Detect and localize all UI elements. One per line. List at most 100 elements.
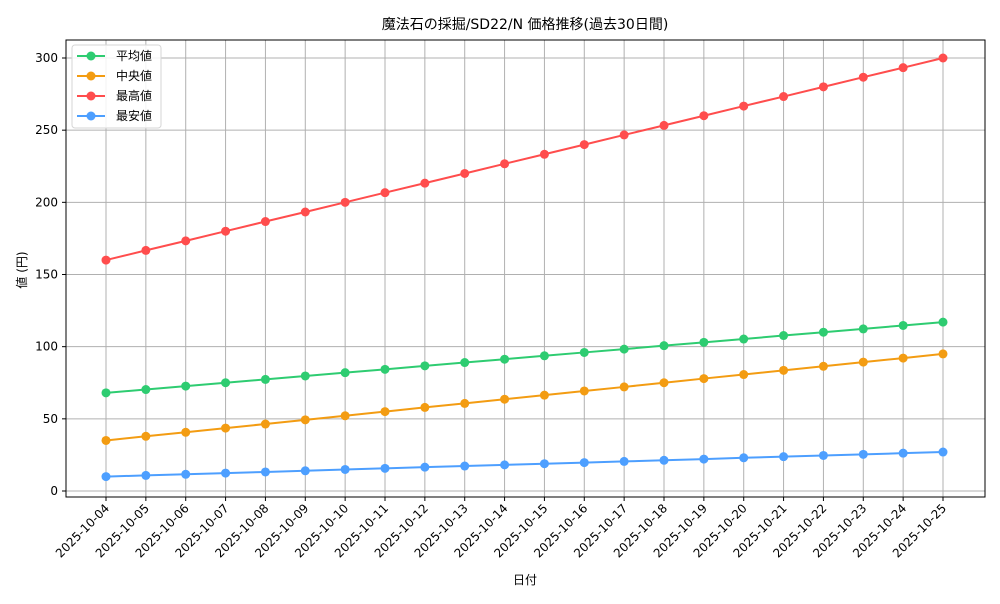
data-point-marker — [300, 371, 310, 381]
data-point-marker — [858, 72, 868, 82]
data-point-marker — [659, 455, 669, 465]
data-point-marker — [818, 361, 828, 371]
y-tick-label: 250 — [35, 123, 58, 137]
grid — [66, 40, 985, 497]
legend-label: 最高値 — [116, 88, 152, 103]
data-point-marker — [420, 178, 430, 188]
x-axis: 2025-10-042025-10-052025-10-062025-10-07… — [53, 497, 949, 560]
data-point-marker — [460, 168, 470, 178]
data-point-marker — [460, 358, 470, 368]
data-point-marker — [858, 324, 868, 334]
data-point-marker — [340, 411, 350, 421]
series-line — [105, 352, 944, 442]
data-point-marker — [898, 320, 908, 330]
legend-marker-icon — [86, 71, 96, 81]
legend-label: 最安値 — [116, 108, 152, 123]
data-point-marker — [818, 327, 828, 337]
legend-marker-icon — [86, 51, 96, 61]
data-point-marker — [420, 402, 430, 412]
data-point-marker — [101, 388, 111, 398]
series-3 — [101, 447, 948, 482]
data-point-marker — [141, 385, 151, 395]
data-point-marker — [141, 470, 151, 480]
data-point-marker — [539, 459, 549, 469]
data-point-marker — [181, 381, 191, 391]
data-point-marker — [181, 469, 191, 479]
data-point-marker — [619, 382, 629, 392]
data-point-marker — [938, 447, 948, 457]
data-point-marker — [779, 365, 789, 375]
data-point-marker — [938, 349, 948, 359]
data-point-marker — [500, 460, 510, 470]
data-point-marker — [659, 120, 669, 130]
data-point-marker — [101, 472, 111, 482]
data-point-marker — [539, 390, 549, 400]
data-point-marker — [699, 337, 709, 347]
data-point-marker — [739, 334, 749, 344]
y-axis-label: 値 (円) — [14, 251, 29, 288]
data-point-marker — [260, 467, 270, 477]
legend-marker-icon — [86, 91, 96, 101]
data-point-marker — [141, 431, 151, 441]
data-point-marker — [221, 468, 231, 478]
data-point-marker — [380, 364, 390, 374]
data-point-marker — [619, 130, 629, 140]
data-point-marker — [420, 462, 430, 472]
series-line — [105, 451, 944, 478]
series-line — [105, 57, 944, 262]
data-point-marker — [539, 149, 549, 159]
data-point-marker — [460, 461, 470, 471]
data-point-marker — [500, 354, 510, 364]
data-point-marker — [300, 466, 310, 476]
data-point-marker — [340, 197, 350, 207]
data-point-marker — [779, 452, 789, 462]
data-point-marker — [699, 374, 709, 384]
data-point-marker — [739, 370, 749, 380]
data-point-marker — [260, 374, 270, 384]
data-point-marker — [858, 449, 868, 459]
y-tick-label: 50 — [43, 412, 58, 426]
series-0 — [101, 317, 948, 398]
legend-item: 平均値 — [77, 48, 152, 63]
data-point-marker — [420, 361, 430, 371]
data-point-marker — [619, 456, 629, 466]
legend-item: 最安値 — [77, 108, 152, 123]
data-point-marker — [779, 92, 789, 102]
chart-title: 魔法石の採掘/SD22/N 価格推移(過去30日間) — [382, 17, 669, 33]
legend-box — [71, 44, 162, 129]
data-point-marker — [898, 448, 908, 458]
data-point-marker — [300, 207, 310, 217]
data-point-marker — [938, 317, 948, 327]
data-point-marker — [539, 351, 549, 361]
data-point-marker — [898, 353, 908, 363]
y-tick-label: 300 — [35, 51, 58, 65]
y-axis: 0 50 100 150 200 250 300 — [35, 51, 66, 498]
legend-item: 最高値 — [77, 88, 152, 103]
data-point-marker — [619, 344, 629, 354]
data-point-marker — [579, 386, 589, 396]
y-tick-label: 200 — [35, 195, 58, 209]
x-axis-label: 日付 — [513, 573, 537, 587]
data-point-marker — [579, 458, 589, 468]
data-point-marker — [938, 53, 948, 63]
data-point-marker — [818, 450, 828, 460]
data-point-marker — [101, 255, 111, 265]
data-point-marker — [659, 341, 669, 351]
y-tick-label: 100 — [35, 340, 58, 354]
data-point-marker — [380, 463, 390, 473]
data-point-marker — [500, 394, 510, 404]
series-lines — [101, 53, 948, 482]
data-point-marker — [739, 101, 749, 111]
data-point-marker — [579, 347, 589, 357]
data-point-marker — [659, 378, 669, 388]
data-point-marker — [260, 419, 270, 429]
legend-label: 平均値 — [116, 48, 152, 63]
plot-area-frame — [65, 39, 986, 498]
series-1 — [101, 349, 948, 445]
data-point-marker — [300, 415, 310, 425]
data-point-marker — [181, 236, 191, 246]
series-line — [105, 321, 944, 394]
data-point-marker — [779, 331, 789, 341]
